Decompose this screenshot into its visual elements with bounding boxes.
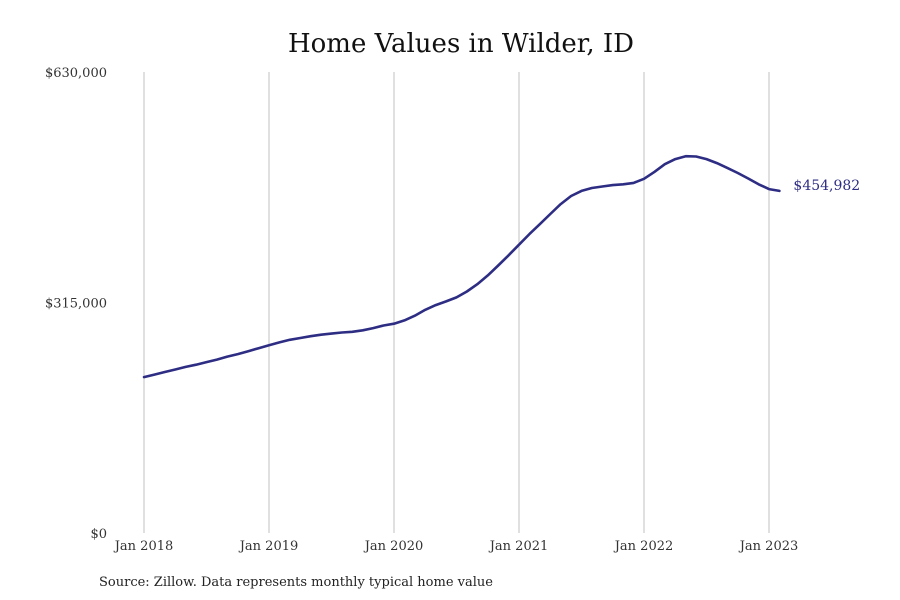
y-tick-label: $315,000 xyxy=(45,297,107,312)
series-line xyxy=(142,154,781,379)
y-axis-ticks: $0 $315,000 $630,000 xyxy=(45,66,107,542)
x-tick-label: Jan 2018 xyxy=(113,539,174,554)
gridlines xyxy=(143,72,770,533)
x-tick-label: Jan 2019 xyxy=(238,539,299,554)
x-tick-label: Jan 2021 xyxy=(488,539,549,554)
end-value-label: $454,982 xyxy=(793,178,860,194)
y-tick-label: $630,000 xyxy=(45,66,107,81)
plot-area: $454,982 xyxy=(142,154,860,379)
chart-title: Home Values in Wilder, ID xyxy=(288,29,634,59)
source-note: Source: Zillow. Data represents monthly … xyxy=(99,575,493,590)
x-tick-label: Jan 2020 xyxy=(363,539,424,554)
x-axis-ticks: Jan 2018 Jan 2019 Jan 2020 Jan 2021 Jan 2022… xyxy=(113,539,799,554)
x-tick-label: Jan 2023 xyxy=(738,539,799,554)
y-tick-label: $0 xyxy=(90,527,107,542)
x-tick-label: Jan 2022 xyxy=(613,539,674,554)
